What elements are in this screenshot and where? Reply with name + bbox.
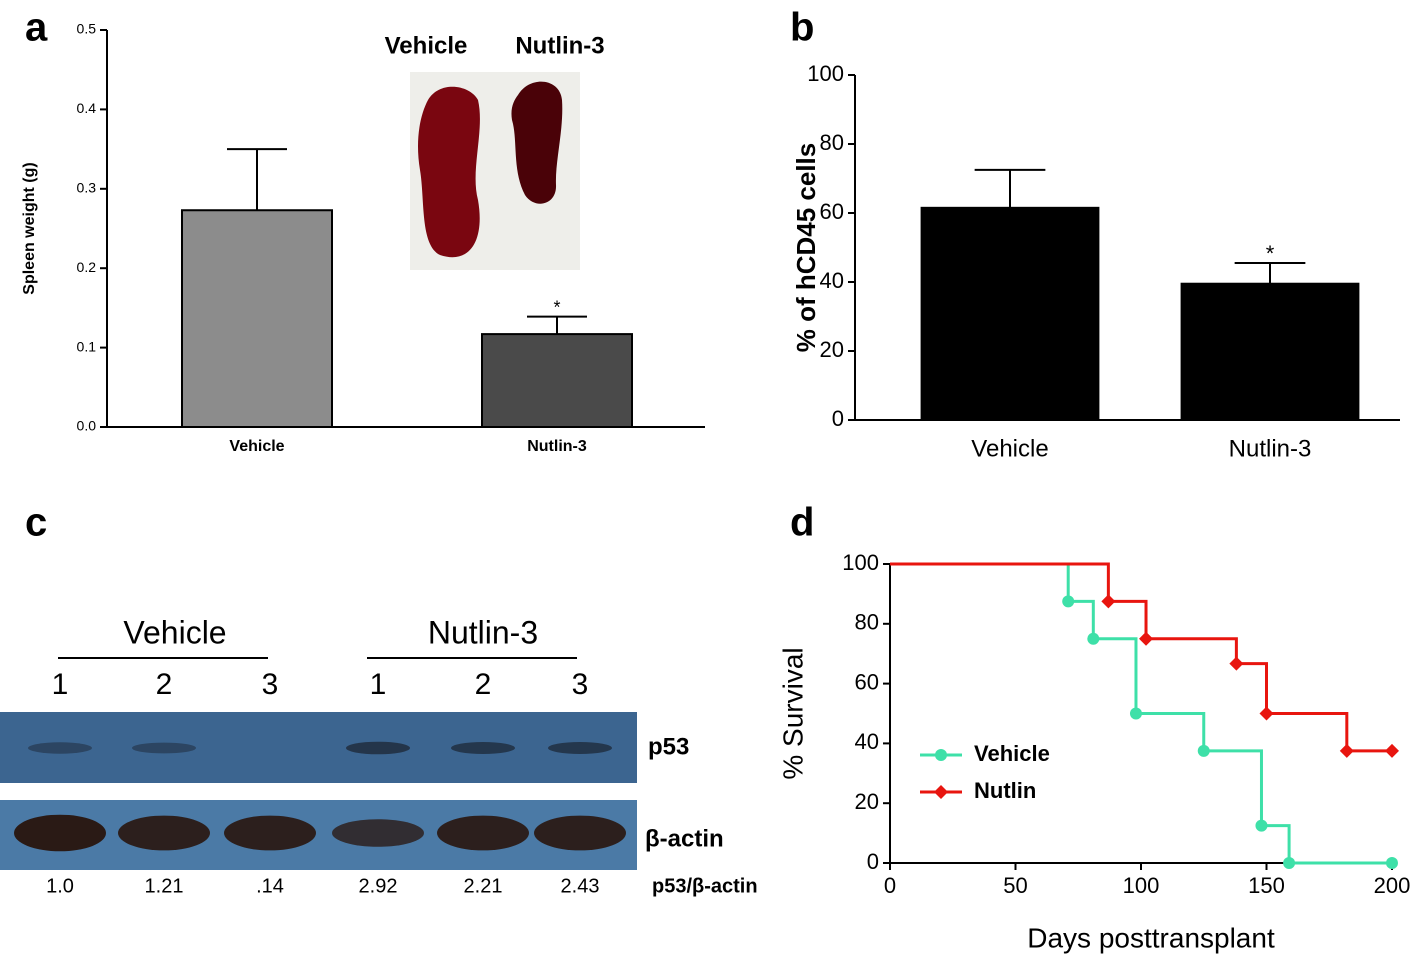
- y-tick-label: 80: [820, 130, 844, 155]
- band: [346, 741, 410, 755]
- lane-label: 3: [572, 668, 589, 701]
- legend-label: Nutlin: [974, 778, 1036, 803]
- band: [548, 742, 612, 754]
- y-tick-label: 0.3: [77, 180, 97, 196]
- panel-label: b: [790, 6, 814, 50]
- lane-label: 1: [52, 668, 69, 701]
- marker: [1385, 743, 1399, 758]
- panel-label: d: [790, 501, 814, 545]
- ratio: 1.0: [46, 875, 74, 897]
- band: [224, 815, 316, 851]
- lane-label: 2: [475, 668, 492, 701]
- bar: [181, 209, 333, 428]
- x-tick-label: 50: [1003, 873, 1027, 898]
- band: [534, 815, 626, 851]
- y-tick-label: 100: [842, 550, 879, 575]
- legend-marker: [935, 749, 947, 761]
- y-tick-label: 100: [807, 61, 844, 86]
- x-tick-label: Vehicle: [229, 438, 284, 455]
- ratio: 2.92: [359, 875, 398, 897]
- blot-strip: [0, 712, 637, 783]
- marker: [1129, 707, 1142, 720]
- marker: [1259, 706, 1274, 721]
- x-tick-label: Nutlin-3: [1229, 435, 1312, 462]
- row-label: p53: [648, 733, 689, 760]
- y-axis-label: Spleen weight (g): [21, 162, 38, 294]
- annotation: *: [553, 297, 560, 317]
- marker: [1062, 595, 1075, 608]
- lane-label: 1: [370, 668, 387, 701]
- band: [14, 814, 106, 852]
- y-tick-label: 0: [832, 406, 844, 431]
- band: [28, 742, 92, 754]
- y-tick-label: 0.1: [77, 338, 97, 354]
- panel-label: a: [25, 6, 48, 50]
- lane-label: 3: [262, 668, 279, 701]
- band: [451, 742, 515, 754]
- x-tick-label: 150: [1248, 873, 1285, 898]
- marker: [1339, 743, 1354, 758]
- band: [437, 815, 529, 851]
- y-tick-label: 40: [855, 729, 879, 754]
- y-tick-label: 20: [820, 337, 844, 362]
- bar: [1180, 282, 1360, 421]
- marker: [1255, 819, 1268, 832]
- marker: [1197, 744, 1210, 757]
- y-axis-label: % of hCD45 cells: [791, 143, 821, 353]
- y-tick-label: 60: [855, 669, 879, 694]
- inset-label: Nutlin-3: [515, 32, 604, 59]
- x-tick-label: 0: [884, 873, 896, 898]
- bar: [481, 333, 633, 428]
- band: [132, 742, 196, 754]
- survival-line: [890, 562, 1392, 753]
- bar: [920, 206, 1100, 421]
- y-tick-label: 0.5: [77, 21, 97, 37]
- y-tick-label: 40: [820, 268, 844, 293]
- lane-label: 2: [156, 668, 173, 701]
- group-label: Vehicle: [123, 614, 226, 650]
- inset-photo: [410, 72, 580, 270]
- blot-strip: [0, 800, 637, 870]
- legend-label: Vehicle: [974, 741, 1050, 766]
- ratio-label: p53/β-actin: [652, 875, 758, 897]
- y-tick-label: 0.2: [77, 259, 97, 275]
- x-tick-label: 100: [1123, 873, 1160, 898]
- ratio: .14: [256, 875, 284, 897]
- ratio: 2.43: [561, 875, 600, 897]
- panel-label: c: [25, 501, 47, 545]
- band: [332, 819, 424, 847]
- x-tick-label: Vehicle: [971, 435, 1048, 462]
- x-tick-label: Nutlin-3: [527, 438, 587, 455]
- band: [118, 815, 210, 851]
- marker: [1283, 857, 1296, 869]
- y-tick-label: 60: [820, 199, 844, 224]
- y-tick-label: 80: [855, 610, 879, 635]
- annotation: *: [1266, 241, 1275, 266]
- y-tick-label: 20: [855, 789, 879, 814]
- marker: [1139, 631, 1154, 646]
- marker: [1229, 656, 1244, 671]
- y-tick-label: 0: [867, 849, 879, 874]
- y-axis-label: % Survival: [777, 647, 808, 779]
- inset-label: Vehicle: [385, 32, 468, 59]
- legend-marker: [934, 785, 948, 799]
- marker: [1101, 594, 1116, 609]
- marker: [1087, 632, 1100, 645]
- x-axis-label: Days posttransplant: [1027, 922, 1275, 953]
- ratio: 1.21: [145, 875, 184, 897]
- y-tick-label: 0.0: [77, 418, 97, 434]
- group-label: Nutlin-3: [428, 614, 538, 650]
- marker: [1386, 857, 1398, 869]
- x-tick-label: 200: [1374, 873, 1411, 898]
- row-label: β-actin: [645, 825, 724, 852]
- y-tick-label: 0.4: [77, 100, 97, 116]
- ratio: 2.21: [464, 875, 503, 897]
